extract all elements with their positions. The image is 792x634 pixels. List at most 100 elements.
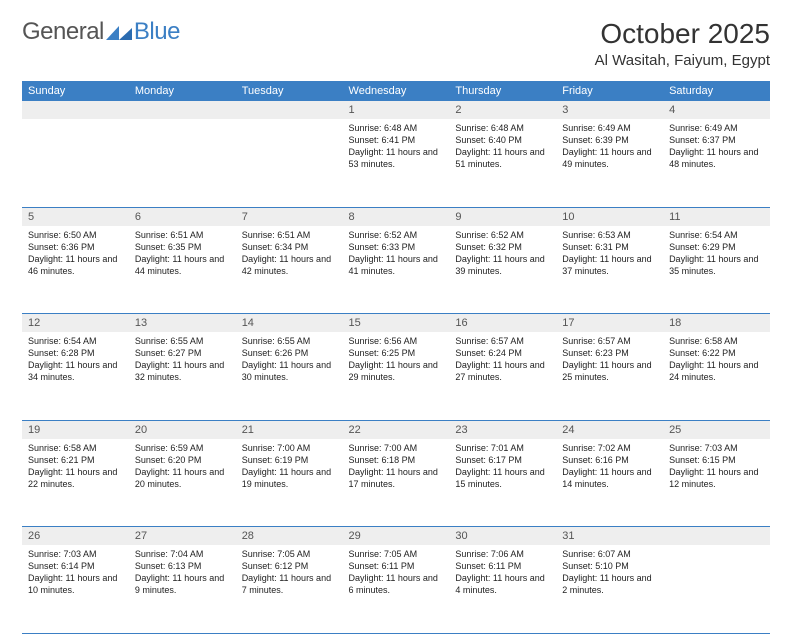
day-cell: Sunrise: 7:00 AMSunset: 6:19 PMDaylight:… (236, 439, 343, 527)
daylight-text: Daylight: 11 hours and 24 minutes. (669, 359, 764, 383)
daylight-text: Daylight: 11 hours and 46 minutes. (28, 253, 123, 277)
sunset-text: Sunset: 6:32 PM (455, 241, 550, 253)
day-cell: Sunrise: 6:54 AMSunset: 6:29 PMDaylight:… (663, 226, 770, 314)
sunset-text: Sunset: 6:35 PM (135, 241, 230, 253)
day-cell-content: Sunrise: 6:58 AMSunset: 6:21 PMDaylight:… (22, 439, 129, 496)
sunset-text: Sunset: 6:11 PM (455, 560, 550, 572)
day-cell-content: Sunrise: 6:50 AMSunset: 6:36 PMDaylight:… (22, 226, 129, 283)
sunset-text: Sunset: 6:15 PM (669, 454, 764, 466)
day-cell-content: Sunrise: 6:57 AMSunset: 6:23 PMDaylight:… (556, 332, 663, 389)
sunset-text: Sunset: 6:23 PM (562, 347, 657, 359)
sunset-text: Sunset: 6:27 PM (135, 347, 230, 359)
day-cell: Sunrise: 6:49 AMSunset: 6:39 PMDaylight:… (556, 119, 663, 207)
sunset-text: Sunset: 6:14 PM (28, 560, 123, 572)
sunset-text: Sunset: 6:13 PM (135, 560, 230, 572)
daylight-text: Daylight: 11 hours and 48 minutes. (669, 146, 764, 170)
day-cell: Sunrise: 6:54 AMSunset: 6:28 PMDaylight:… (22, 332, 129, 420)
sunset-text: Sunset: 6:41 PM (349, 134, 444, 146)
sunrise-text: Sunrise: 6:57 AM (562, 335, 657, 347)
day-number (22, 101, 129, 119)
daylight-text: Daylight: 11 hours and 29 minutes. (349, 359, 444, 383)
sunset-text: Sunset: 6:22 PM (669, 347, 764, 359)
sunrise-text: Sunrise: 7:05 AM (242, 548, 337, 560)
day-cell: Sunrise: 6:58 AMSunset: 6:22 PMDaylight:… (663, 332, 770, 420)
sunrise-text: Sunrise: 7:05 AM (349, 548, 444, 560)
daylight-text: Daylight: 11 hours and 41 minutes. (349, 253, 444, 277)
day-number: 11 (663, 207, 770, 226)
day-cell: Sunrise: 7:03 AMSunset: 6:14 PMDaylight:… (22, 545, 129, 633)
sunset-text: Sunset: 6:34 PM (242, 241, 337, 253)
weekday-header: Friday (556, 81, 663, 101)
sunrise-text: Sunrise: 6:49 AM (669, 122, 764, 134)
day-number: 21 (236, 420, 343, 439)
day-cell-content: Sunrise: 6:49 AMSunset: 6:37 PMDaylight:… (663, 119, 770, 176)
day-number: 25 (663, 420, 770, 439)
sunset-text: Sunset: 6:16 PM (562, 454, 657, 466)
sunset-text: Sunset: 6:36 PM (28, 241, 123, 253)
sunrise-text: Sunrise: 6:48 AM (455, 122, 550, 134)
weekday-header: Tuesday (236, 81, 343, 101)
daylight-text: Daylight: 11 hours and 17 minutes. (349, 466, 444, 490)
day-number: 28 (236, 527, 343, 546)
day-number: 3 (556, 101, 663, 119)
day-cell-content: Sunrise: 6:49 AMSunset: 6:39 PMDaylight:… (556, 119, 663, 176)
sunrise-text: Sunrise: 6:48 AM (349, 122, 444, 134)
sunrise-text: Sunrise: 7:01 AM (455, 442, 550, 454)
day-number-row: 1234 (22, 101, 770, 119)
day-number: 15 (343, 314, 450, 333)
day-number (663, 527, 770, 546)
day-cell-content: Sunrise: 6:54 AMSunset: 6:29 PMDaylight:… (663, 226, 770, 283)
day-cell: Sunrise: 6:59 AMSunset: 6:20 PMDaylight:… (129, 439, 236, 527)
day-cell-content: Sunrise: 6:57 AMSunset: 6:24 PMDaylight:… (449, 332, 556, 389)
daylight-text: Daylight: 11 hours and 34 minutes. (28, 359, 123, 383)
day-cell-content: Sunrise: 7:03 AMSunset: 6:14 PMDaylight:… (22, 545, 129, 602)
day-cell-content: Sunrise: 6:53 AMSunset: 6:31 PMDaylight:… (556, 226, 663, 283)
daylight-text: Daylight: 11 hours and 30 minutes. (242, 359, 337, 383)
sunrise-text: Sunrise: 7:02 AM (562, 442, 657, 454)
daylight-text: Daylight: 11 hours and 20 minutes. (135, 466, 230, 490)
calendar-body: 1234Sunrise: 6:48 AMSunset: 6:41 PMDayli… (22, 101, 770, 633)
day-number: 30 (449, 527, 556, 546)
day-cell-content: Sunrise: 6:58 AMSunset: 6:22 PMDaylight:… (663, 332, 770, 389)
sunset-text: Sunset: 6:18 PM (349, 454, 444, 466)
day-cell-content: Sunrise: 6:48 AMSunset: 6:41 PMDaylight:… (343, 119, 450, 176)
sunset-text: Sunset: 6:40 PM (455, 134, 550, 146)
daylight-text: Daylight: 11 hours and 39 minutes. (455, 253, 550, 277)
day-cell: Sunrise: 6:49 AMSunset: 6:37 PMDaylight:… (663, 119, 770, 207)
day-cell: Sunrise: 7:06 AMSunset: 6:11 PMDaylight:… (449, 545, 556, 633)
day-cell: Sunrise: 7:01 AMSunset: 6:17 PMDaylight:… (449, 439, 556, 527)
day-cell: Sunrise: 6:48 AMSunset: 6:40 PMDaylight:… (449, 119, 556, 207)
day-cell-content: Sunrise: 6:52 AMSunset: 6:32 PMDaylight:… (449, 226, 556, 283)
day-number-row: 567891011 (22, 207, 770, 226)
sunrise-text: Sunrise: 6:52 AM (349, 229, 444, 241)
day-number: 10 (556, 207, 663, 226)
daylight-text: Daylight: 11 hours and 2 minutes. (562, 572, 657, 596)
day-cell-content: Sunrise: 7:06 AMSunset: 6:11 PMDaylight:… (449, 545, 556, 602)
day-cell: Sunrise: 6:55 AMSunset: 6:27 PMDaylight:… (129, 332, 236, 420)
day-cell (129, 119, 236, 207)
weekday-header: Monday (129, 81, 236, 101)
sunrise-text: Sunrise: 7:00 AM (242, 442, 337, 454)
logo-text-blue: Blue (134, 18, 180, 46)
sunrise-text: Sunrise: 6:56 AM (349, 335, 444, 347)
sunset-text: Sunset: 6:31 PM (562, 241, 657, 253)
daylight-text: Daylight: 11 hours and 51 minutes. (455, 146, 550, 170)
sunrise-text: Sunrise: 6:54 AM (669, 229, 764, 241)
day-cell (22, 119, 129, 207)
day-number: 6 (129, 207, 236, 226)
logo-mark-icon (106, 22, 132, 42)
daylight-text: Daylight: 11 hours and 22 minutes. (28, 466, 123, 490)
day-cell-content: Sunrise: 7:00 AMSunset: 6:18 PMDaylight:… (343, 439, 450, 496)
day-cell: Sunrise: 6:58 AMSunset: 6:21 PMDaylight:… (22, 439, 129, 527)
day-number: 12 (22, 314, 129, 333)
daylight-text: Daylight: 11 hours and 32 minutes. (135, 359, 230, 383)
weekday-header: Thursday (449, 81, 556, 101)
day-cell (663, 545, 770, 633)
day-number-row: 19202122232425 (22, 420, 770, 439)
day-cell-content: Sunrise: 6:51 AMSunset: 6:34 PMDaylight:… (236, 226, 343, 283)
daylight-text: Daylight: 11 hours and 44 minutes. (135, 253, 230, 277)
sunrise-text: Sunrise: 6:49 AM (562, 122, 657, 134)
sunrise-text: Sunrise: 6:59 AM (135, 442, 230, 454)
sunset-text: Sunset: 6:29 PM (669, 241, 764, 253)
day-number: 9 (449, 207, 556, 226)
